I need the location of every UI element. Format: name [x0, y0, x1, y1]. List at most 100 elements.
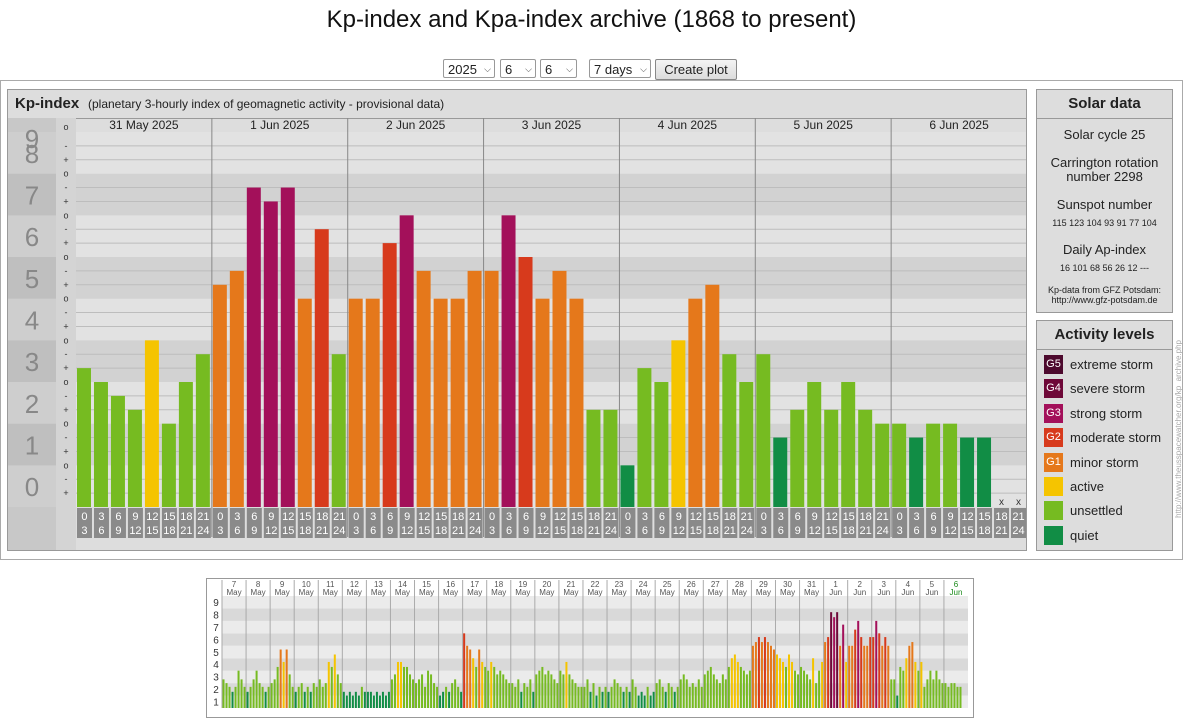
hour-start-label: 18	[588, 511, 600, 523]
overview-bar	[490, 661, 493, 708]
kp-bar	[943, 423, 958, 507]
create-plot-button[interactable]: Create plot	[655, 59, 737, 80]
source-line1: Kp-data from GFZ Potsdam:	[1047, 285, 1162, 295]
overview-bar	[959, 686, 962, 708]
hour-start-label: 6	[115, 511, 121, 523]
source-link[interactable]: http://www.gfz-potsdam.de	[1051, 295, 1158, 305]
overview-bar	[727, 666, 730, 708]
overview-bar	[772, 649, 775, 708]
overview-bar	[595, 695, 598, 708]
overview-bar	[583, 686, 586, 708]
overview-day-number: 25	[663, 580, 672, 589]
overview-day-number: 2	[857, 580, 862, 589]
overview-bar	[342, 691, 345, 708]
day-value: 6	[545, 62, 553, 77]
overview-bar	[751, 645, 754, 708]
overview-bar	[330, 666, 333, 708]
hour-start-label: 9	[268, 511, 274, 523]
overview-bar	[270, 683, 273, 708]
y-label-band	[8, 382, 56, 424]
overview-bar	[526, 686, 529, 708]
overview-bar	[363, 691, 366, 708]
hour-box	[484, 508, 500, 538]
overview-grid-band	[222, 608, 968, 621]
overview-day-number: 11	[326, 580, 335, 589]
overview-bar	[818, 670, 821, 708]
hour-box	[212, 508, 228, 538]
hour-end-label: 18	[299, 525, 311, 537]
activity-heading: Activity levels	[1037, 321, 1172, 350]
overview-day-number: 3	[882, 580, 887, 589]
hour-start-label: 21	[605, 511, 617, 523]
overview-bar	[664, 691, 667, 708]
overview-month: May	[684, 588, 699, 597]
overview-bar	[472, 658, 475, 708]
overview-bar	[938, 679, 941, 708]
hour-end-label: 24	[469, 525, 481, 537]
month-select[interactable]: 6 ⌵	[500, 59, 536, 78]
y-label-band	[8, 215, 56, 257]
overview-bar	[908, 645, 911, 708]
overview-bar	[291, 686, 294, 708]
overview-day-number: 5	[930, 580, 935, 589]
overview-bar	[393, 674, 396, 708]
overview-bar	[418, 679, 421, 708]
sunspot-values: 115 123 104 93 91 77 104	[1052, 218, 1157, 228]
level-label: quiet	[1070, 527, 1099, 543]
kp-bar	[178, 382, 193, 507]
carrington-line2: number 2298	[1066, 169, 1143, 184]
minor-tick-label: +	[63, 196, 68, 206]
day-label: 6 Jun 2025	[929, 118, 989, 132]
hour-end-label: 21	[724, 525, 736, 537]
overview-bar	[321, 686, 324, 708]
hour-end-label: 6	[370, 525, 376, 537]
overview-day-number: 12	[350, 580, 359, 589]
hour-end-label: 15	[418, 525, 430, 537]
hour-end-label: 3	[353, 525, 359, 537]
hour-end-label: 6	[506, 525, 512, 537]
minor-tick-label: +	[63, 280, 68, 290]
kp-bar	[77, 368, 91, 507]
day-select[interactable]: 6 ⌵	[540, 59, 577, 78]
overview-month: May	[226, 588, 241, 597]
overview-bar	[366, 691, 369, 708]
overview-bar	[448, 691, 451, 708]
overview-day-number: 6	[954, 580, 959, 589]
hour-box	[77, 508, 92, 538]
overview-bar	[556, 683, 559, 708]
overview-bar	[899, 666, 902, 708]
level-label: moderate storm	[1070, 430, 1162, 446]
overview-month: May	[323, 588, 338, 597]
hour-end-label: 21	[180, 525, 192, 537]
kp-bar	[246, 187, 261, 507]
hour-box	[739, 508, 755, 538]
overview-day-number: 31	[807, 580, 816, 589]
y-label-band	[8, 423, 56, 466]
kp-bar	[297, 298, 312, 507]
minor-tick-label: +	[63, 321, 68, 331]
activity-levels-panel: Activity levels G5 extreme storm G4 severe …	[1036, 320, 1173, 551]
overview-bar	[920, 661, 923, 708]
kp-bar	[841, 382, 856, 507]
kp-bar	[807, 382, 822, 507]
kp-bar	[620, 465, 635, 507]
overview-bar	[622, 691, 625, 708]
overview-chart: 1234567897May8May9May10May11May12May13Ma…	[208, 580, 970, 714]
hour-end-label: 9	[251, 525, 257, 537]
level-swatch: G2	[1044, 428, 1063, 448]
hour-start-label: 18	[724, 511, 736, 523]
kp-bar	[161, 423, 176, 507]
span-select[interactable]: 7 days ⌵	[589, 59, 651, 78]
year-select[interactable]: 2025 ⌵	[443, 59, 495, 78]
hour-box	[977, 508, 993, 538]
overview-bar	[706, 670, 709, 708]
overview-bar	[890, 679, 893, 708]
overview-y-label: 1	[213, 698, 219, 709]
hour-box	[603, 508, 619, 538]
minor-tick-label: +	[63, 238, 68, 248]
kp-bar	[365, 298, 380, 507]
overview-bar	[703, 674, 706, 708]
minor-tick-label: o	[63, 294, 68, 304]
hour-end-label: 21	[995, 525, 1007, 537]
hour-end-label: 18	[707, 525, 719, 537]
